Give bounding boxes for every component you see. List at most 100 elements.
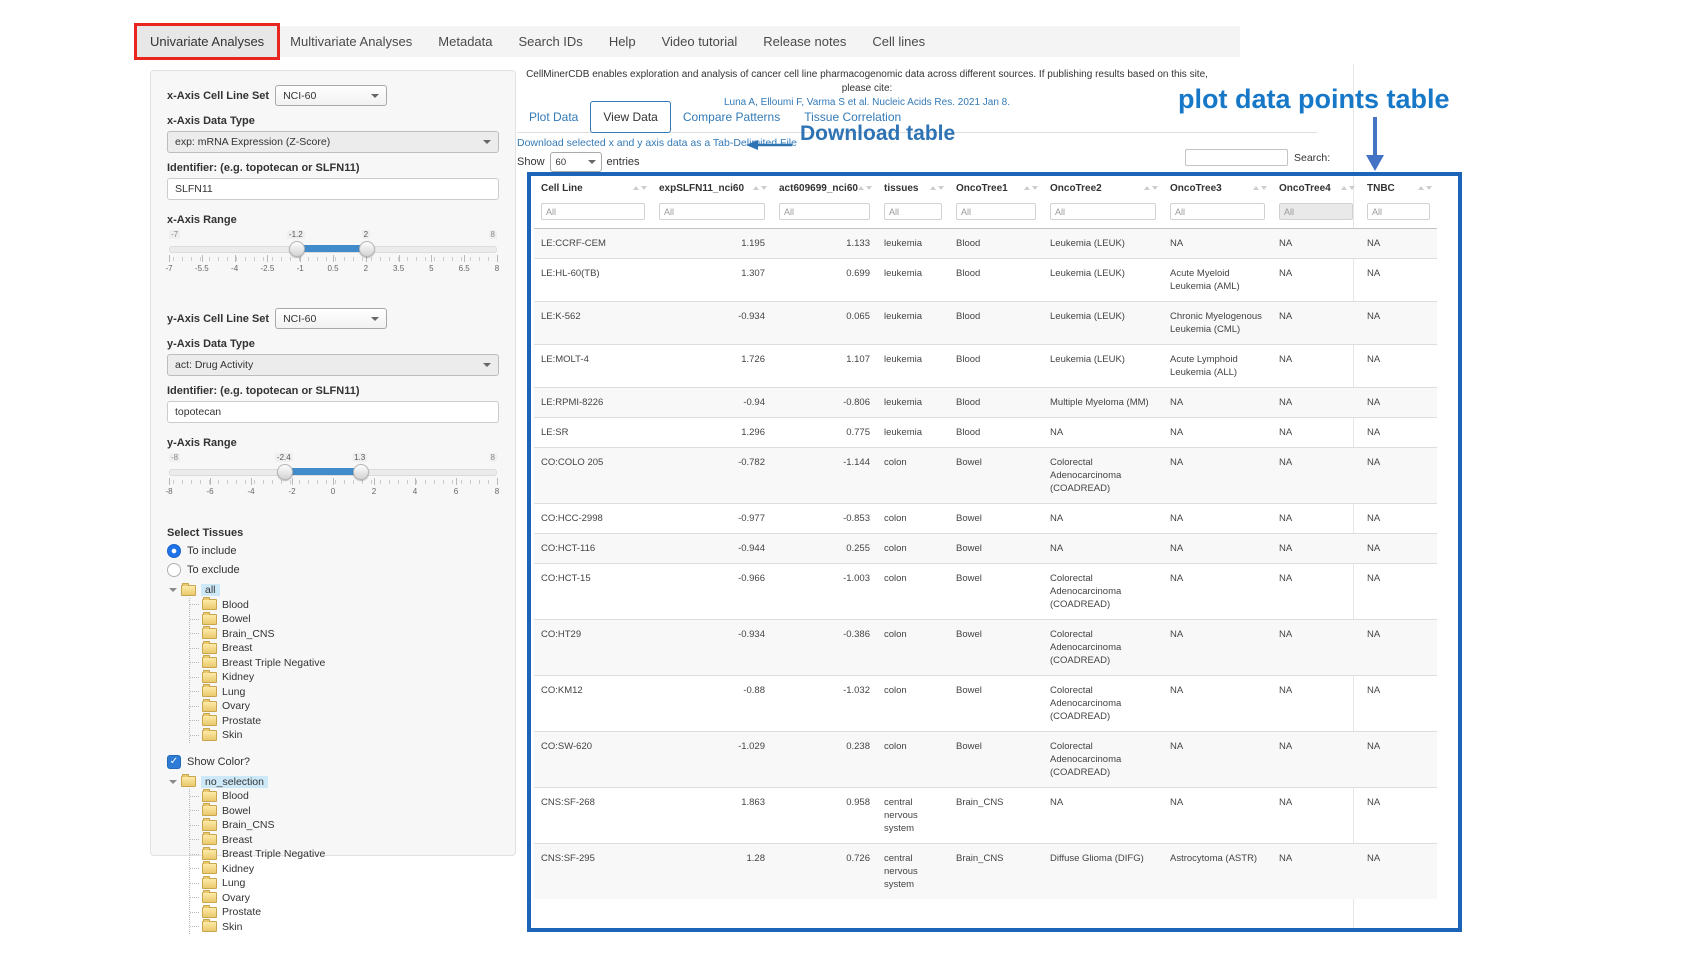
- tab-tissue-correlation[interactable]: Tissue Correlation: [804, 110, 902, 124]
- table-row[interactable]: CO:HT29 -0.934 -0.386 colon Bowel Colorectal …: [534, 619, 1437, 676]
- tree-item-color-brain-cns[interactable]: Brain_CNS: [190, 817, 499, 833]
- table-row[interactable]: LE:SR 1.296 0.775 leukemia Blood NA NA NA NA: [534, 417, 1437, 448]
- slider-handle-high[interactable]: [352, 464, 369, 480]
- tree-item-color-breast[interactable]: Breast: [190, 832, 499, 848]
- table-row[interactable]: CNS:SF-268 1.863 0.958 central nervous syst…: [534, 787, 1437, 844]
- nav-item-multivariate-analyses[interactable]: Multivariate Analyses: [290, 34, 413, 49]
- tree-item-include-skin[interactable]: Skin: [190, 727, 499, 743]
- nav-item-cell-lines[interactable]: Cell lines: [872, 34, 926, 49]
- radio-to-exclude[interactable]: To exclude: [167, 563, 499, 577]
- filter-input-tissues[interactable]: [884, 203, 942, 220]
- nav-item-help[interactable]: Help: [608, 34, 636, 49]
- tree-item-color-ovary[interactable]: Ovary: [190, 890, 499, 906]
- y-range-slider[interactable]: -8 8 -2.4 1.3 -8 -6 -4 -2 0 2 4 6 8: [165, 453, 499, 505]
- sort-arrows-icon[interactable]: [1418, 186, 1432, 190]
- tree-item-color-blood[interactable]: Blood: [190, 788, 499, 804]
- slider-handle-low[interactable]: [276, 464, 293, 480]
- table-row[interactable]: CO:COLO 205 -0.782 -1.144 colon Bowel Colorec…: [534, 447, 1437, 504]
- nav-item-video-tutorial[interactable]: Video tutorial: [661, 34, 738, 49]
- checkbox-checked-icon[interactable]: ✓: [167, 754, 181, 769]
- tab-compare-patterns[interactable]: Compare Patterns: [682, 110, 781, 124]
- y-data-type-select[interactable]: act: Drug Activity: [167, 354, 499, 376]
- tab-plot-data[interactable]: Plot Data: [529, 110, 579, 124]
- nav-item-search-ids[interactable]: Search IDs: [518, 34, 583, 49]
- table-row[interactable]: CO:HCT-15 -0.966 -1.003 colon Bowel Colorecta…: [534, 563, 1437, 620]
- table-row[interactable]: LE:HL-60(TB) 1.307 0.699 leukemia Blood Leuke…: [534, 258, 1437, 302]
- tree-item-include-breast[interactable]: Breast: [190, 640, 499, 656]
- sort-arrows-icon[interactable]: [930, 186, 944, 190]
- citation-link[interactable]: Luna A, Elloumi F, Varma S et al. Nuclei…: [723, 97, 1011, 108]
- table-row[interactable]: CO:KM12 -0.88 -1.032 colon Bowel Colorectal A…: [534, 675, 1437, 732]
- tree-item-color-prostate[interactable]: Prostate: [190, 904, 499, 920]
- tree-item-include-blood[interactable]: Blood: [190, 597, 499, 613]
- sort-arrows-icon[interactable]: [858, 186, 872, 190]
- table-row[interactable]: CO:SW-620 -1.029 0.238 colon Bowel Colorectal…: [534, 731, 1437, 788]
- x-range-slider[interactable]: -7 8 -1.2 2 -7 -5.5 -4 -2.5 -1 0.5 2 3.5 5 6.5 8: [165, 230, 499, 282]
- entries-length-select[interactable]: 60: [549, 152, 602, 172]
- filter-input-oncotree4[interactable]: [1279, 203, 1353, 220]
- filter-input-oncotree1[interactable]: [956, 203, 1036, 220]
- tree-root-no-selection[interactable]: no_selection: [169, 774, 499, 790]
- sort-arrows-icon[interactable]: [633, 186, 647, 190]
- table-row[interactable]: LE:K-562 -0.934 0.065 leukemia Blood Leukemia…: [534, 301, 1437, 345]
- column-header-tissues[interactable]: tissues: [877, 176, 949, 200]
- table-row[interactable]: CNS:SF-295 1.28 0.726 central nervous syste…: [534, 843, 1437, 899]
- tab-view-data[interactable]: View Data: [590, 101, 671, 133]
- y-cell-line-set-select[interactable]: NCI-60: [275, 308, 388, 329]
- table-row[interactable]: LE:CCRF-CEM 1.195 1.133 leukemia Blood Leukem…: [534, 228, 1437, 259]
- tree-item-color-breast-triple-negative[interactable]: Breast Triple Negative: [190, 846, 499, 862]
- table-row[interactable]: LE:RPMI-8226 -0.94 -0.806 leukemia Blood Mult…: [534, 387, 1437, 418]
- x-data-type-select[interactable]: exp: mRNA Expression (Z-Score): [167, 131, 499, 153]
- tree-item-include-lung[interactable]: Lung: [190, 684, 499, 700]
- column-header-tnbc[interactable]: TNBC: [1360, 176, 1437, 200]
- tree-item-color-skin[interactable]: Skin: [190, 919, 499, 935]
- x-cell-line-set-select[interactable]: NCI-60: [275, 85, 388, 106]
- tree-item-include-brain-cns[interactable]: Brain_CNS: [190, 626, 499, 642]
- filter-input-cell-line[interactable]: [541, 203, 645, 220]
- column-header-cell-line[interactable]: Cell Line: [534, 176, 652, 200]
- filter-input-tnbc[interactable]: [1367, 203, 1430, 220]
- column-header-oncotree3[interactable]: OncoTree3: [1163, 176, 1272, 200]
- search-input[interactable]: [1185, 149, 1288, 166]
- filter-input-oncotree3[interactable]: [1170, 203, 1265, 220]
- sort-arrows-icon[interactable]: [753, 186, 767, 190]
- tree-item-include-prostate[interactable]: Prostate: [190, 713, 499, 729]
- x-identifier-input[interactable]: [167, 178, 499, 200]
- tree-item-color-kidney[interactable]: Kidney: [190, 861, 499, 877]
- tree-item-include-ovary[interactable]: Ovary: [190, 698, 499, 714]
- column-header-expslfn11-nci60[interactable]: expSLFN11_nci60: [652, 176, 772, 200]
- table-row[interactable]: CO:HCT-116 -0.944 0.255 colon Bowel NA NA NA NA: [534, 533, 1437, 564]
- nav-item-release-notes[interactable]: Release notes: [763, 34, 847, 49]
- column-header-oncotree4[interactable]: OncoTree4: [1272, 176, 1360, 200]
- tree-item-include-breast-triple-negative[interactable]: Breast Triple Negative: [190, 655, 499, 671]
- column-header-oncotree1[interactable]: OncoTree1: [949, 176, 1043, 200]
- radio-icon[interactable]: [167, 544, 181, 558]
- radio-to-include[interactable]: To include: [167, 544, 499, 558]
- tree-item-color-lung[interactable]: Lung: [190, 875, 499, 891]
- filter-input-oncotree2[interactable]: [1050, 203, 1156, 220]
- tree-root-all[interactable]: all: [169, 582, 499, 598]
- column-header-act609699-nci60[interactable]: act609699_nci60: [772, 176, 877, 200]
- slider-handle-low[interactable]: [288, 241, 305, 257]
- sort-arrows-icon[interactable]: [1024, 186, 1038, 190]
- radio-icon[interactable]: [167, 563, 181, 577]
- table-row[interactable]: CO:HCC-2998 -0.977 -0.853 colon Bowel NA NA NA N…: [534, 503, 1437, 534]
- tree-item-include-bowel[interactable]: Bowel: [190, 611, 499, 627]
- filter-input-expslfn11-nci60[interactable]: [659, 203, 765, 220]
- tree-item-color-bowel[interactable]: Bowel: [190, 803, 499, 819]
- nav-item-univariate-analyses[interactable]: Univariate Analyses: [133, 23, 281, 60]
- tree-expand-icon[interactable]: [169, 779, 177, 784]
- filter-input-act609699-nci60[interactable]: [779, 203, 870, 220]
- tree-item-include-kidney[interactable]: Kidney: [190, 669, 499, 685]
- slider-handle-high[interactable]: [358, 241, 375, 257]
- sort-arrows-icon[interactable]: [1341, 186, 1355, 190]
- column-header-oncotree2[interactable]: OncoTree2: [1043, 176, 1163, 200]
- y-identifier-input[interactable]: [167, 401, 499, 423]
- tree-expand-icon[interactable]: [169, 588, 177, 593]
- show-color-row[interactable]: ✓ Show Color?: [167, 754, 499, 769]
- sort-arrows-icon[interactable]: [1144, 186, 1158, 190]
- table-row[interactable]: LE:MOLT-4 1.726 1.107 leukemia Blood Leukemia…: [534, 344, 1437, 388]
- download-tab-delimited-link[interactable]: Download selected x and y axis data as a…: [517, 137, 797, 149]
- sort-arrows-icon[interactable]: [1253, 186, 1267, 190]
- nav-item-metadata[interactable]: Metadata: [438, 34, 493, 49]
